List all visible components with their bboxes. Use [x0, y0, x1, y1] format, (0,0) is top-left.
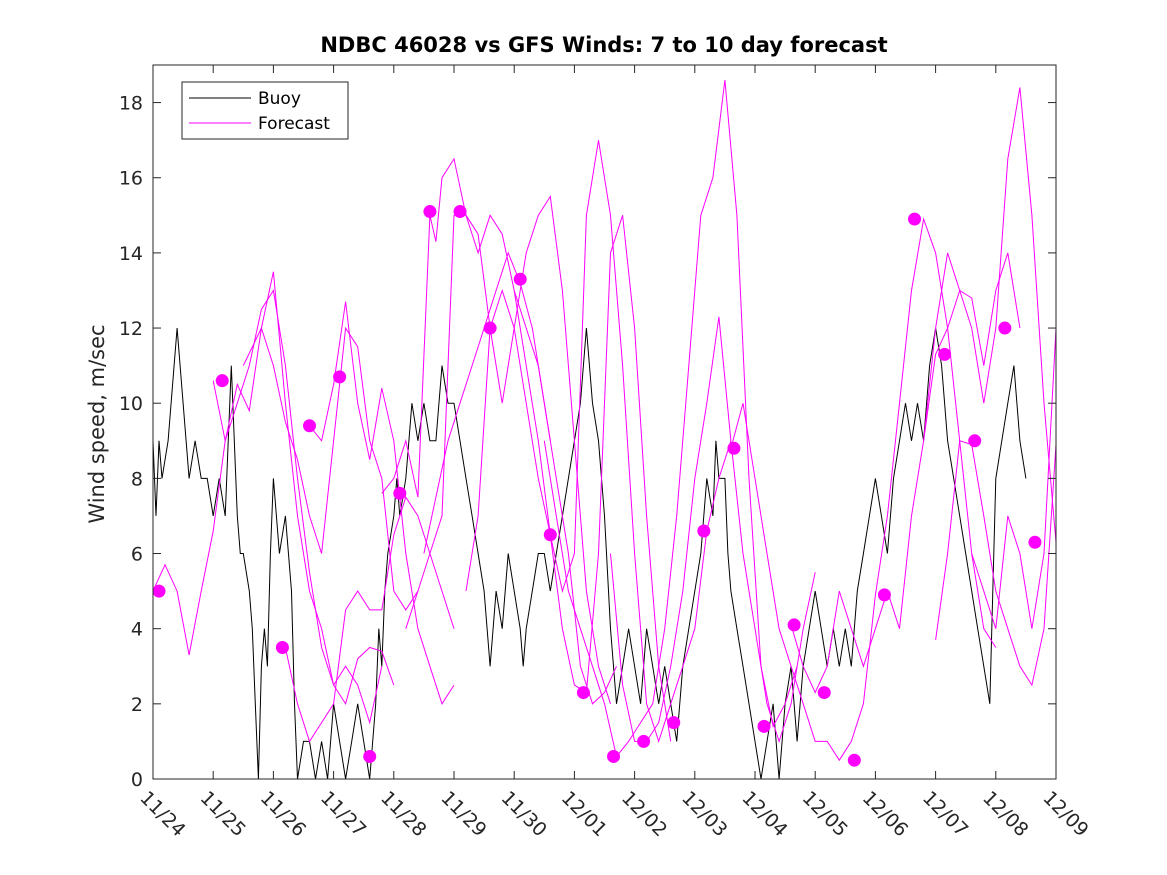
forecast-marker	[393, 486, 407, 500]
forecast-marker	[968, 434, 982, 448]
forecast-series-line	[923, 87, 1057, 543]
forecast-marker	[576, 686, 590, 700]
forecast-series-line	[152, 271, 395, 706]
forecast-marker	[847, 753, 861, 767]
forecast-marker	[543, 528, 557, 542]
x-tick-label: 12/02	[617, 787, 671, 841]
forecast-marker	[938, 347, 952, 361]
legend-forecast-label: Forecast	[258, 114, 330, 134]
forecast-marker	[453, 205, 467, 219]
x-tick-label: 12/03	[677, 787, 731, 841]
forecast-marker	[757, 719, 771, 733]
y-tick-label: 6	[131, 544, 143, 566]
x-tick-label: 11/24	[135, 787, 189, 841]
legend-buoy-label: Buoy	[258, 89, 301, 109]
legend: Buoy Forecast	[181, 81, 349, 140]
forecast-series-line	[730, 217, 997, 762]
y-tick-label: 16	[119, 168, 143, 190]
y-axis: 0 2 4 6 8 10 12 14 16 18	[119, 93, 1056, 791]
forecast-marker	[1028, 535, 1042, 549]
y-tick-label: 0	[131, 769, 143, 791]
x-tick-label: 12/07	[918, 787, 972, 841]
forecast-marker	[215, 374, 229, 388]
forecast-marker	[483, 321, 497, 335]
forecast-series-line	[543, 79, 798, 758]
y-tick-label: 8	[131, 468, 143, 490]
x-tick-label: 12/04	[737, 787, 791, 841]
y-tick-label: 18	[119, 93, 143, 115]
x-tick-label: 11/27	[316, 787, 370, 841]
x-tick-label: 11/26	[256, 787, 310, 841]
forecast-marker	[787, 618, 801, 632]
forecast-marker	[513, 272, 527, 286]
forecast-marker	[998, 321, 1012, 335]
forecast-marker	[275, 640, 289, 654]
forecast-marker	[908, 212, 922, 226]
forecast-marker	[877, 588, 891, 602]
forecast-series-line	[309, 301, 455, 705]
x-tick-label: 11/25	[196, 787, 250, 841]
x-tick-label: 11/28	[376, 787, 430, 841]
marker-layer	[152, 205, 1042, 767]
forecast-series-line	[790, 252, 1021, 694]
forecast-marker	[303, 419, 317, 433]
forecast-series-line	[212, 289, 383, 725]
x-tick-label: 12/09	[1038, 787, 1092, 841]
forecast-series-line	[935, 440, 1057, 687]
forecast-series-line	[381, 157, 551, 498]
y-tick-label: 4	[131, 619, 143, 641]
forecast-marker	[423, 205, 437, 219]
forecast-marker	[697, 524, 711, 538]
forecast-marker	[363, 749, 377, 763]
forecast-marker	[607, 749, 621, 763]
buoy-series-line	[152, 328, 1027, 780]
y-tick-label: 10	[119, 393, 143, 415]
plot-frame	[152, 64, 1057, 780]
forecast-marker	[152, 584, 166, 598]
series-layer	[152, 79, 1057, 780]
x-tick-label: 12/08	[978, 787, 1032, 841]
forecast-marker	[333, 370, 347, 384]
forecast-marker	[637, 734, 651, 748]
y-axis-title: Wind speed, m/sec	[85, 324, 109, 523]
forecast-series-line	[465, 215, 672, 742]
x-tick-label: 12/05	[798, 787, 852, 841]
forecast-series-line	[284, 496, 455, 743]
x-tick-label: 12/06	[858, 787, 912, 841]
x-tick-label: 11/29	[436, 787, 490, 841]
legend-box	[181, 81, 349, 140]
y-tick-label: 12	[119, 318, 143, 340]
forecast-series-line	[242, 326, 419, 611]
forecast-marker	[667, 716, 681, 730]
y-tick-label: 14	[119, 243, 143, 265]
forecast-marker	[817, 686, 831, 700]
x-tick-label: 11/30	[497, 787, 551, 841]
forecast-series-line	[405, 195, 611, 704]
y-tick-label: 2	[131, 694, 143, 716]
forecast-marker	[727, 441, 741, 455]
plot-area	[153, 65, 1056, 779]
forecast-series-line	[971, 328, 1057, 629]
chart-title: NDBC 46028 vs GFS Winds: 7 to 10 day for…	[320, 33, 887, 57]
x-tick-label: 12/01	[557, 787, 611, 841]
